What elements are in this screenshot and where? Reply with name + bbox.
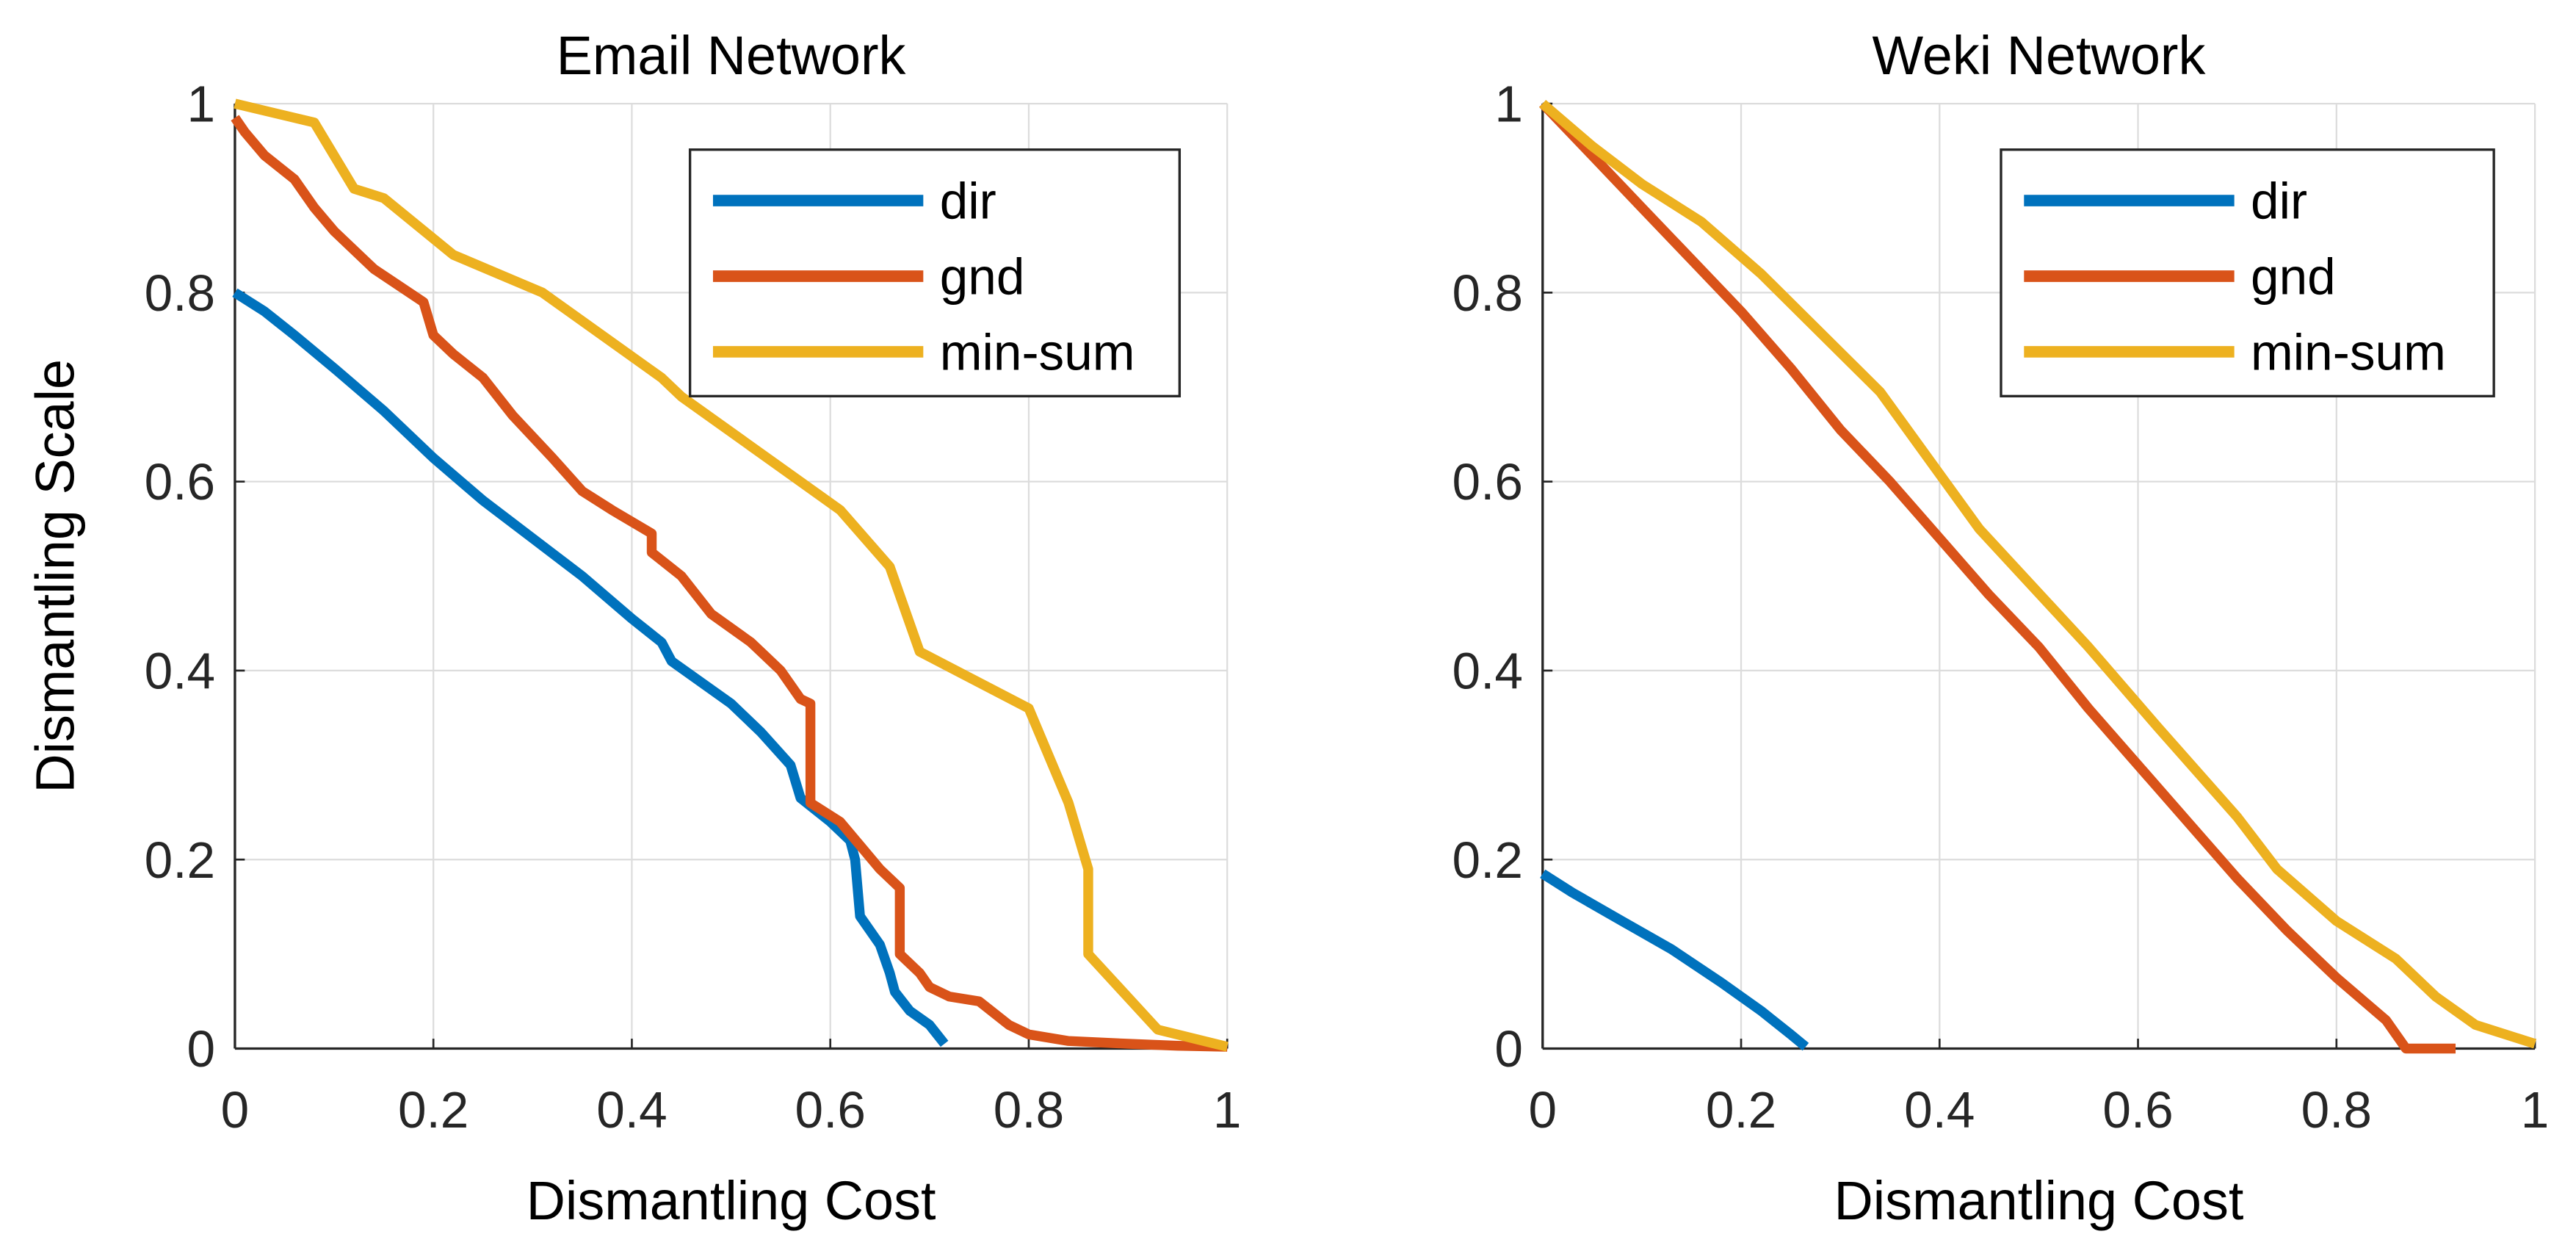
series-line-gnd (1538, 100, 2456, 1054)
y-tick-label: 0.4 (1452, 643, 1523, 700)
legend: dir gnd min-sum (688, 148, 1182, 397)
series-line-dir (232, 288, 949, 1047)
y-tick-label: 0.6 (1452, 453, 1523, 511)
legend-label-min-sum: min-sum (2251, 324, 2446, 381)
legend-label-min-sum: min-sum (940, 324, 1135, 381)
series-line-gnd (231, 115, 1228, 1052)
x-axis-label: Dismantling Cost (527, 1170, 936, 1231)
x-tick-label: 0.6 (795, 1081, 866, 1139)
x-tick-label: 1 (1213, 1081, 1242, 1139)
chart-email-network: 0 0.2 0.4 0.6 0.8 1 0 0.2 0.4 0.6 0.8 1 Email Networ… (25, 25, 1242, 1231)
x-tick-label: 0.2 (398, 1081, 468, 1139)
legend-label-dir: dir (2251, 173, 2307, 230)
y-axis-label: Dismantling Scale (25, 359, 86, 793)
y-tick-label: 1 (1494, 76, 1523, 133)
x-tick-label: 0.8 (994, 1081, 1064, 1139)
y-tick-label: 0.8 (145, 264, 215, 322)
x-tick-label: 0.6 (2102, 1081, 2173, 1139)
chart-title: Email Network (557, 25, 907, 86)
y-tick-label: 0.2 (145, 831, 215, 889)
x-axis-label: Dismantling Cost (1834, 1170, 2243, 1231)
y-tick-label: 0.8 (1452, 264, 1523, 322)
y-tick-label: 0.2 (1452, 831, 1523, 889)
x-tick-label: 0.4 (1904, 1081, 1975, 1139)
legend-label-dir: dir (940, 173, 996, 230)
x-tick-label: 0 (221, 1081, 250, 1139)
x-tick-label: 0.4 (596, 1081, 667, 1139)
chart-weki-network: 0 0.2 0.4 0.6 0.8 1 0 0.2 0.4 0.6 0.8 1 Weki Network… (1452, 25, 2550, 1231)
x-tick-label: 0.2 (1706, 1081, 1776, 1139)
y-tick-label: 1 (187, 76, 216, 133)
legend-label-gnd: gnd (2251, 248, 2336, 306)
x-tick-label: 0 (1528, 1081, 1557, 1139)
legend-label-gnd: gnd (940, 248, 1025, 306)
series-line-min-sum (1539, 99, 2537, 1049)
legend: dir gnd min-sum (2000, 148, 2495, 397)
chart-title: Weki Network (1872, 25, 2206, 86)
x-tick-label: 1 (2521, 1081, 2550, 1139)
y-tick-label: 0 (1494, 1020, 1523, 1078)
y-tick-label: 0.6 (145, 453, 215, 511)
x-tick-label: 0.8 (2301, 1081, 2372, 1139)
series-line-min-sum (234, 98, 1229, 1052)
y-tick-label: 0.4 (145, 643, 215, 700)
series-line-dir (1540, 869, 1809, 1051)
y-tick-label: 0 (187, 1020, 216, 1078)
